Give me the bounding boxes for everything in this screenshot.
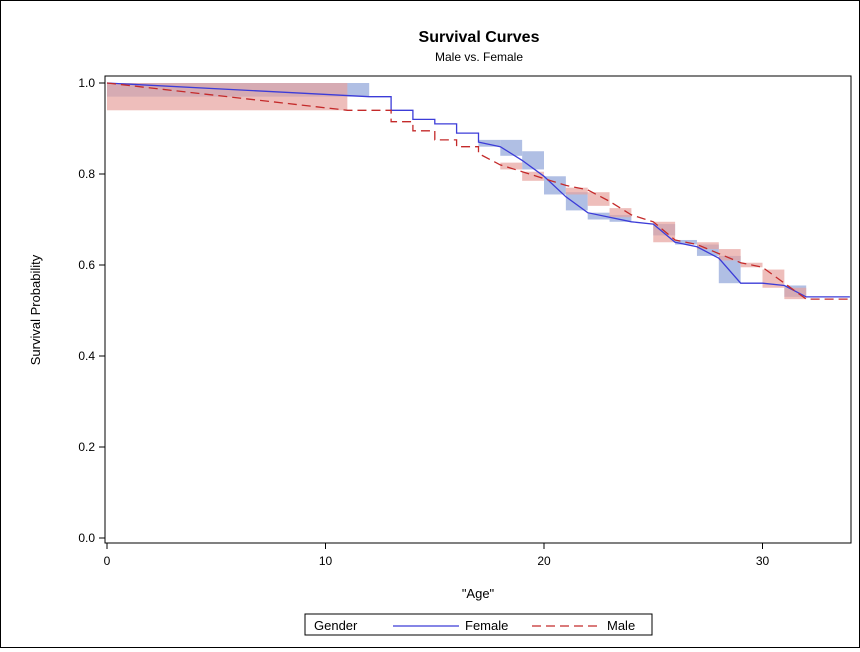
confidence-band-female: [565, 192, 588, 211]
confidence-band-female: [478, 139, 501, 147]
y-tick-label: 0.2: [78, 440, 95, 454]
confidence-band-female: [609, 214, 632, 222]
x-tick-label: 10: [319, 554, 333, 568]
confidence-band-male: [500, 162, 523, 170]
x-tick-label: 20: [537, 554, 551, 568]
confidence-band-female: [500, 139, 523, 156]
confidence-band-male: [784, 287, 807, 300]
confidence-band-male: [696, 242, 719, 250]
confidence-bands: [107, 83, 807, 300]
confidence-band-male: [587, 192, 610, 206]
plot-area: [104, 75, 852, 544]
y-tick-label: 0.0: [78, 531, 95, 545]
confidence-band-male: [522, 171, 544, 181]
confidence-band-male: [718, 249, 741, 261]
survival-lines: [106, 82, 850, 300]
x-tick-label: 0: [104, 554, 111, 568]
survival-line-male: [106, 82, 850, 300]
legend-title: Gender: [314, 618, 358, 633]
y-axis: 0.0 0.2 0.4 0.6 0.8 1.0: [78, 76, 105, 545]
survival-line-female: [106, 82, 850, 298]
confidence-band-female: [587, 212, 610, 220]
x-axis: 0 10 20 30: [104, 543, 770, 568]
y-tick-label: 0.8: [78, 167, 95, 181]
y-tick-label: 0.4: [78, 349, 95, 363]
legend-box: [304, 613, 653, 636]
confidence-band-female: [522, 151, 544, 170]
y-tick-label: 1.0: [78, 76, 95, 90]
legend-label-female: Female: [465, 618, 508, 633]
y-tick-label: 0.6: [78, 258, 95, 272]
chart-subtitle: Male vs. Female: [435, 50, 523, 64]
confidence-band-male: [609, 208, 632, 218]
legend-label-male: Male: [607, 618, 635, 633]
x-tick-label: 30: [756, 554, 770, 568]
confidence-band-female: [696, 244, 719, 256]
chart-title: Survival Curves: [419, 29, 540, 46]
y-axis-label: Survival Probability: [28, 254, 43, 365]
legend: Gender Female Male: [304, 613, 653, 636]
x-axis-label: "Age": [462, 586, 495, 601]
confidence-band-male: [565, 187, 588, 195]
